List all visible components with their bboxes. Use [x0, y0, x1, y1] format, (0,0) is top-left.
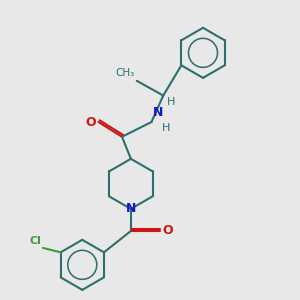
Text: O: O	[85, 116, 96, 128]
Text: Cl: Cl	[29, 236, 41, 246]
Text: H: H	[167, 97, 175, 107]
Text: H: H	[162, 124, 170, 134]
Text: N: N	[126, 202, 136, 215]
Text: CH₃: CH₃	[115, 68, 134, 78]
Text: O: O	[163, 224, 173, 238]
Text: N: N	[153, 106, 163, 119]
